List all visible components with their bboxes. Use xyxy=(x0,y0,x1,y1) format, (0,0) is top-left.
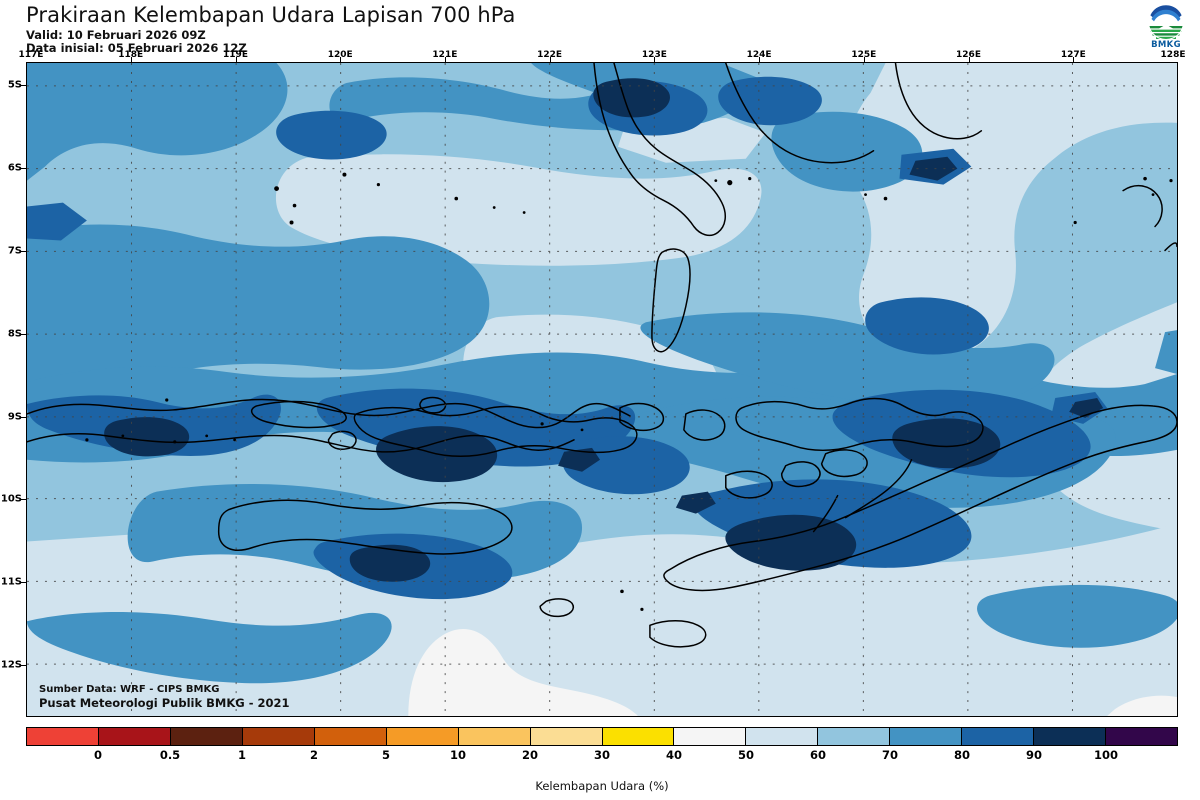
x-tick-mark xyxy=(759,57,761,62)
y-tick-label: 11S xyxy=(0,576,22,588)
colorbar-segment xyxy=(530,728,603,745)
colorbar-tick-label: 2 xyxy=(309,748,319,762)
y-tick-label: 6S xyxy=(7,162,22,174)
y-tick-label: 9S xyxy=(7,411,22,423)
y-tick-label: 5S xyxy=(7,79,22,91)
y-tick-mark xyxy=(21,499,26,500)
colorbar-segment xyxy=(458,728,531,745)
x-tick-label: 119E xyxy=(223,50,248,60)
map-panel[interactable]: Sumber Data: WRF - CIPS BMKG Pusat Meteo… xyxy=(26,62,1178,717)
colorbar-segment xyxy=(314,728,387,745)
x-tick-mark xyxy=(340,57,342,62)
x-tick-label: 117E xyxy=(18,50,44,60)
x-tick-label: 127E xyxy=(1060,50,1086,60)
y-tick-label: 7S xyxy=(7,245,22,257)
header: Prakiraan Kelembapan Udara Lapisan 700 h… xyxy=(26,2,1026,55)
colorbar-tick-label: 50 xyxy=(737,748,755,762)
initial-data-label: Data inisial: 05 Februari 2026 12Z xyxy=(26,41,247,55)
x-tick-label: 121E xyxy=(432,50,458,60)
valid-time-label: Valid: 10 Februari 2026 09Z xyxy=(26,28,206,42)
y-tick-mark xyxy=(21,334,26,335)
x-tick-label: 120E xyxy=(327,50,353,60)
colorbar-tick-label: 0 xyxy=(93,748,103,762)
colorbar-segment xyxy=(27,728,99,745)
y-tick-mark xyxy=(21,168,26,169)
x-tick-mark xyxy=(549,57,551,62)
y-tick-mark xyxy=(21,417,26,418)
humidity-raster xyxy=(27,63,1177,716)
colorbar-tick-label: 5 xyxy=(381,748,391,762)
colorbar-segment xyxy=(890,728,963,745)
colorbar-tick-label: 20 xyxy=(521,748,539,762)
x-tick-label: 128E xyxy=(1160,50,1186,60)
data-source-label: Sumber Data: WRF - CIPS BMKG xyxy=(39,684,220,695)
colorbar-tick-label: 1 xyxy=(237,748,247,762)
x-tick-label: 123E xyxy=(641,50,667,60)
y-tick-mark xyxy=(21,582,26,583)
colorbar-segment xyxy=(818,728,891,745)
colorbar-segment xyxy=(1034,728,1107,745)
x-tick-label: 118E xyxy=(118,50,144,60)
colorbar-segment xyxy=(170,728,243,745)
colorbar-segment xyxy=(602,728,675,745)
y-tick-mark xyxy=(21,665,26,666)
colorbar-tick-label: 70 xyxy=(881,748,899,762)
colorbar-tick-label: 10 xyxy=(449,748,467,762)
y-tick-label: 8S xyxy=(7,328,22,340)
bmkg-logo-label: BMKG xyxy=(1151,40,1181,50)
y-tick-label: 10S xyxy=(0,493,22,505)
colorbar-segment xyxy=(674,728,747,745)
colorbar-segment xyxy=(746,728,819,745)
colorbar-segment xyxy=(962,728,1035,745)
colorbar[interactable] xyxy=(26,727,1178,746)
y-tick-mark xyxy=(21,251,26,252)
bmkg-logo: BMKG xyxy=(1139,4,1193,52)
colorbar-title: Kelembapan Udara (%) xyxy=(535,779,669,793)
colorbar-strip xyxy=(26,727,1178,746)
page-title: Prakiraan Kelembapan Udara Lapisan 700 h… xyxy=(26,3,516,27)
y-tick-mark xyxy=(21,85,26,86)
colorbar-tick-label: 60 xyxy=(809,748,827,762)
y-tick-label: 12S xyxy=(0,659,22,671)
x-tick-mark xyxy=(654,57,656,62)
colorbar-tick-label: 100 xyxy=(1093,748,1119,762)
colorbar-tick-label: 80 xyxy=(953,748,971,762)
colorbar-tick-label: 0.5 xyxy=(159,748,181,762)
colorbar-tick-label: 40 xyxy=(665,748,683,762)
office-label: Pusat Meteorologi Publik BMKG - 2021 xyxy=(39,696,290,710)
x-tick-mark xyxy=(1073,57,1075,62)
colorbar-segment xyxy=(98,728,171,745)
colorbar-segment xyxy=(386,728,459,745)
x-tick-label: 126E xyxy=(956,50,981,60)
colorbar-segment xyxy=(1106,728,1177,745)
x-tick-mark xyxy=(235,57,237,62)
colorbar-segment xyxy=(242,728,315,745)
bmkg-logo-icon xyxy=(1148,4,1184,40)
x-tick-label: 124E xyxy=(746,50,772,60)
x-tick-mark xyxy=(863,57,865,62)
colorbar-tick-label: 90 xyxy=(1025,748,1043,762)
colorbar-tick-label: 30 xyxy=(593,748,611,762)
x-tick-mark xyxy=(130,57,132,62)
x-tick-mark xyxy=(968,57,970,62)
x-tick-label: 125E xyxy=(851,50,877,60)
x-tick-label: 122E xyxy=(537,50,563,60)
x-tick-mark xyxy=(444,57,446,62)
credits: Sumber Data: WRF - CIPS BMKG Pusat Meteo… xyxy=(39,683,289,710)
